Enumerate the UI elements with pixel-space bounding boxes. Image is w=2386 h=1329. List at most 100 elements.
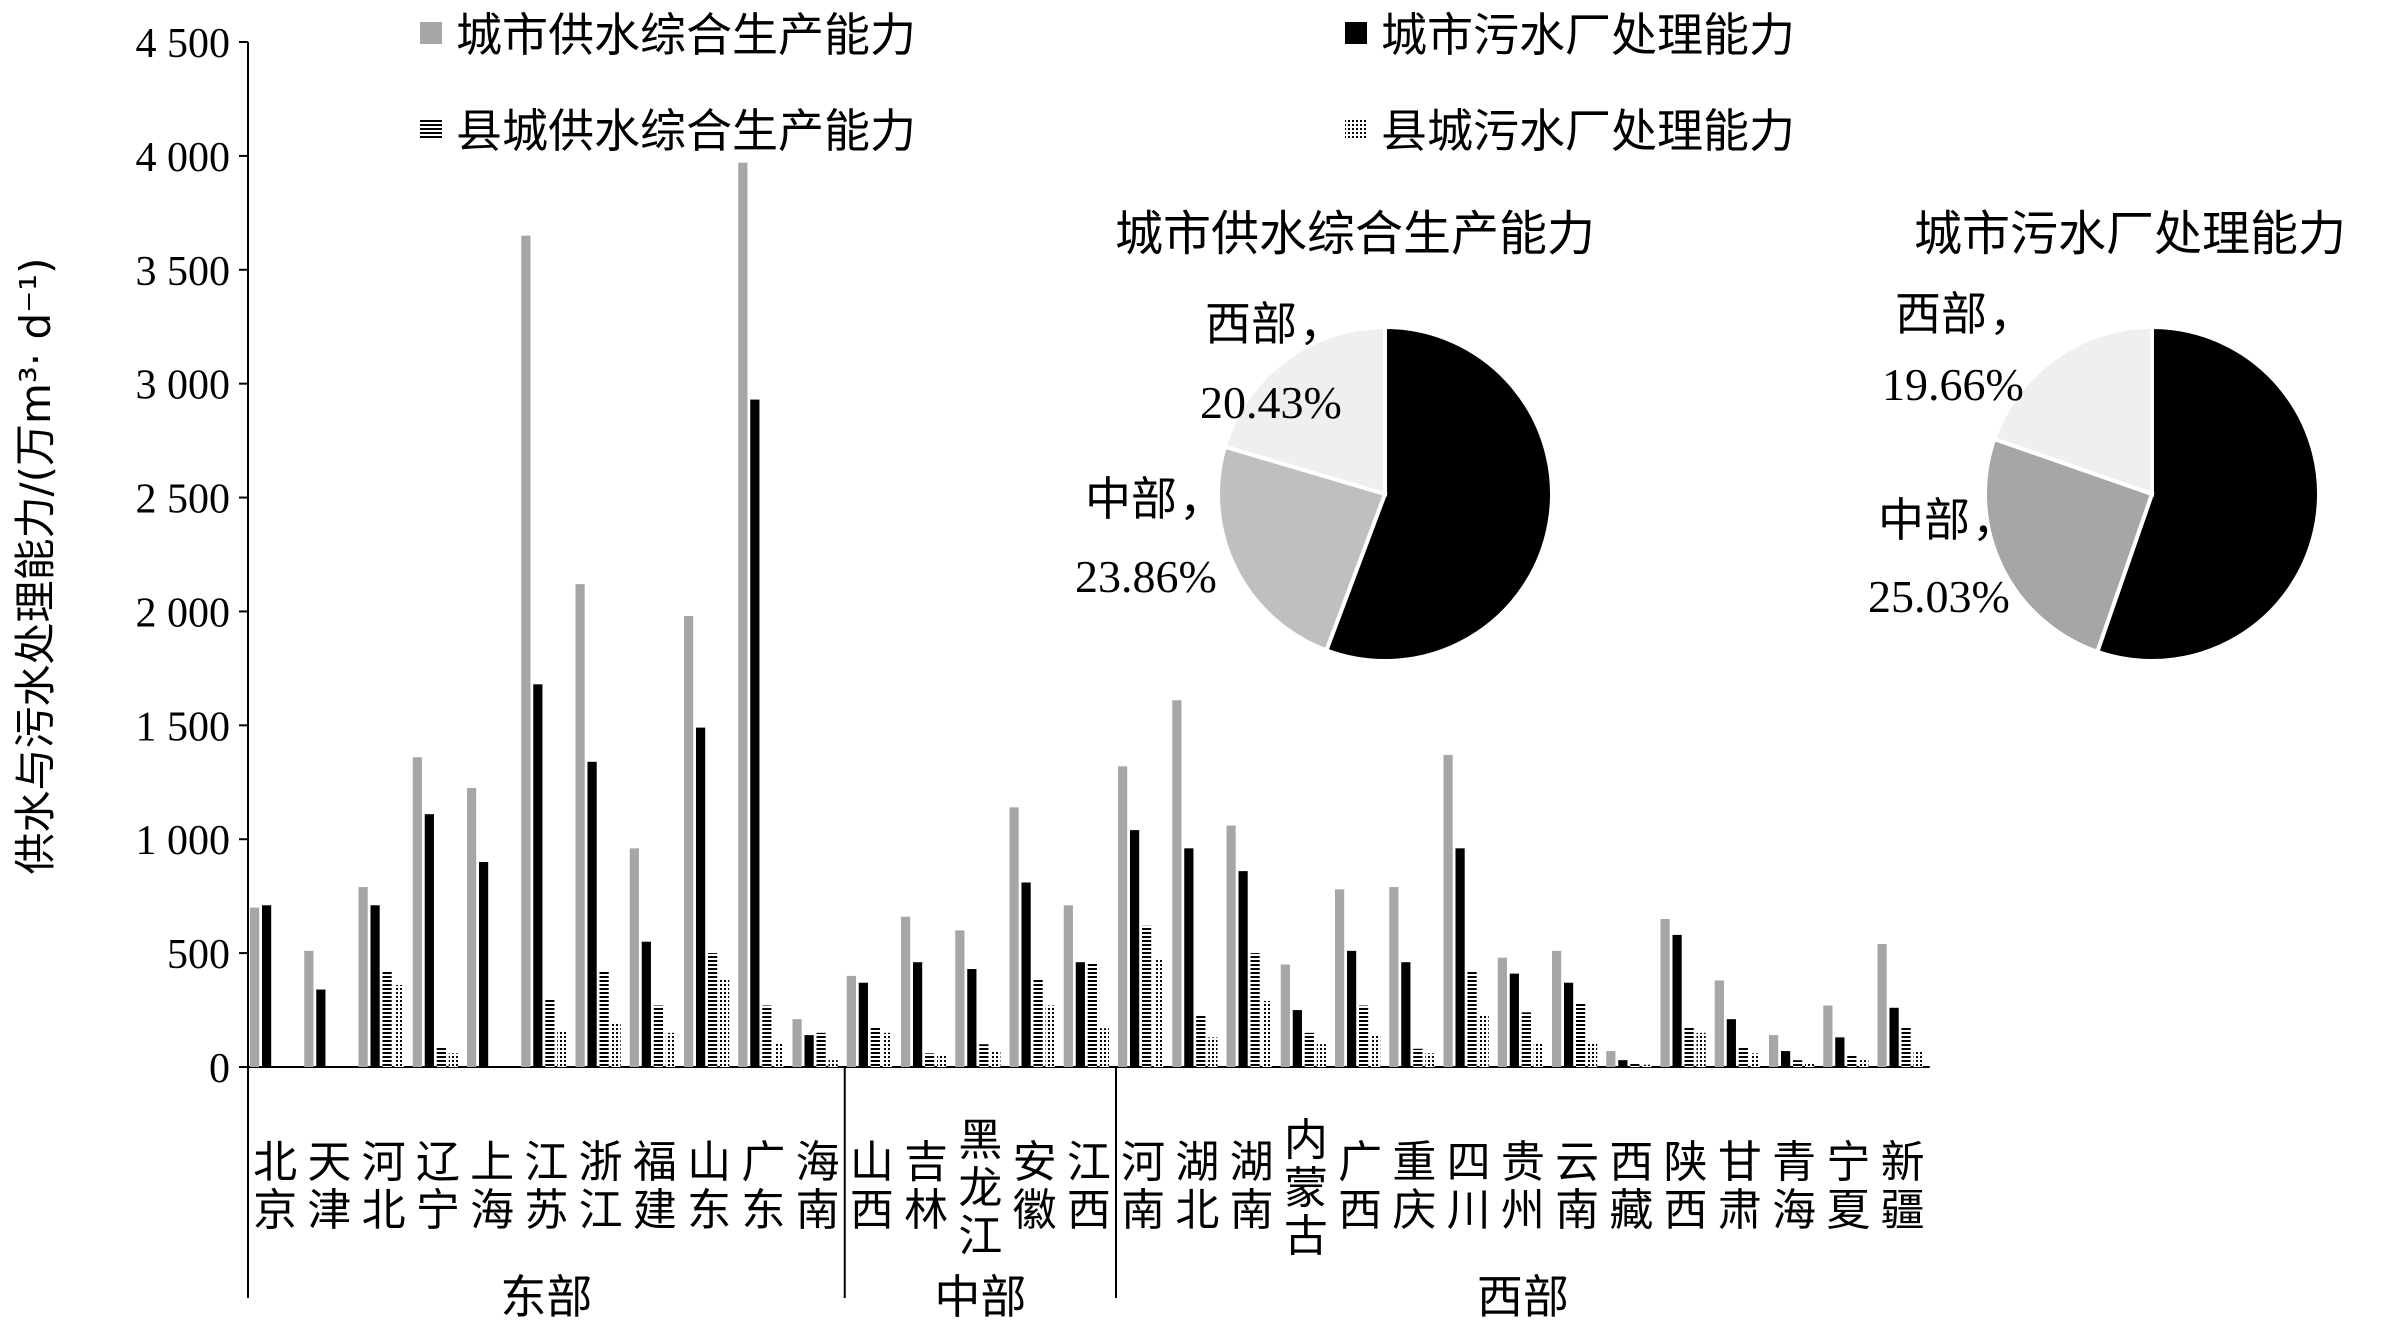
bar (1262, 1000, 1272, 1067)
pie-slice-comma: ， (1989, 287, 2035, 341)
bar (1087, 962, 1097, 1067)
bar (1913, 1051, 1923, 1067)
legend-label: 县城供水综合生产能力 (456, 104, 916, 158)
bar (792, 1019, 802, 1067)
bar (1793, 1060, 1803, 1067)
bar (1443, 754, 1453, 1067)
bar (1738, 1046, 1748, 1067)
group-label: 东部 (500, 1270, 592, 1324)
group-label: 中部 (934, 1270, 1026, 1324)
bar (1533, 1041, 1543, 1067)
pie-slice-comma: ， (2249, 425, 2295, 479)
bar (1877, 944, 1887, 1067)
pie-slice-value: 19.66% (1882, 359, 2024, 410)
bar (1238, 871, 1248, 1067)
pie-slice-comma: ， (1972, 493, 2018, 547)
x-category-label: 重庆 (1392, 1137, 1436, 1236)
bar (913, 962, 923, 1067)
x-category-label: 海南 (796, 1137, 840, 1236)
bar (991, 1051, 1001, 1067)
pie-slice-value: 55.71% (1381, 504, 1523, 555)
legend-label: 县城污水厂处理能力 (1381, 104, 1795, 158)
bar (370, 905, 380, 1067)
x-category-label: 陕西 (1664, 1137, 1708, 1236)
pie-slice-value: 55.31% (2150, 504, 2292, 555)
bar (1835, 1037, 1845, 1067)
bar (1304, 1032, 1314, 1067)
bar (575, 584, 585, 1067)
y-tick-label: 1 000 (136, 818, 231, 864)
bar (1196, 1014, 1206, 1067)
pie-title: 城市污水厂处理能力 (1914, 206, 2346, 262)
bar (521, 235, 531, 1068)
bar (1184, 848, 1194, 1067)
bar (882, 1032, 892, 1067)
x-category-label: 吉林 (904, 1137, 948, 1236)
x-category-label: 安徽 (1013, 1137, 1057, 1236)
y-tick-label: 4 000 (136, 135, 231, 181)
x-category-label: 辽宁 (416, 1137, 460, 1236)
x-category-label: 山东 (687, 1137, 731, 1236)
bar (1142, 925, 1152, 1067)
bar (1552, 950, 1562, 1067)
bar (774, 1041, 784, 1067)
bar (587, 761, 597, 1067)
bar (394, 985, 404, 1067)
group-label: 西部 (1477, 1270, 1569, 1324)
bar (467, 787, 477, 1067)
legend-swatch (1345, 22, 1367, 44)
bar (1576, 1003, 1586, 1067)
bar (1455, 848, 1465, 1067)
bar (955, 930, 965, 1067)
bar (750, 399, 760, 1068)
bar (1154, 959, 1164, 1067)
y-tick-label: 3 500 (136, 249, 231, 295)
x-category-label: 新疆 (1881, 1137, 1925, 1236)
bar (1099, 1028, 1109, 1067)
bar (1413, 1048, 1423, 1067)
bar (1009, 807, 1019, 1067)
bar (708, 953, 718, 1067)
x-category-label: 青海 (1772, 1137, 1816, 1236)
bar (858, 982, 868, 1067)
bar (1075, 962, 1085, 1067)
bar (979, 1044, 989, 1067)
bar (1280, 964, 1290, 1067)
bar (1618, 1060, 1628, 1067)
bar (316, 989, 326, 1067)
x-category-label: 河南 (1121, 1137, 1165, 1236)
bar (304, 950, 314, 1067)
y-tick-label: 1 500 (136, 704, 231, 750)
legend-swatch (1345, 118, 1367, 140)
bar (1021, 882, 1031, 1067)
bar (1292, 1010, 1302, 1067)
bar (1335, 889, 1345, 1067)
bar (1564, 982, 1574, 1067)
bar (533, 684, 543, 1067)
pie-slice (1991, 324, 2154, 497)
bar (250, 907, 260, 1067)
bar (1714, 980, 1724, 1067)
pie-slice-value: 20.43% (1200, 377, 1342, 428)
bar (557, 1030, 567, 1067)
bar (1660, 918, 1670, 1067)
x-category-label: 四川 (1447, 1137, 1491, 1236)
y-tick-label: 2 500 (136, 477, 231, 523)
bar (1172, 700, 1182, 1067)
bar (684, 616, 694, 1067)
bar (1033, 978, 1043, 1067)
x-category-label: 北京 (253, 1137, 297, 1236)
bar (1781, 1051, 1791, 1067)
bar (1672, 934, 1682, 1067)
bar (1509, 973, 1519, 1067)
bar (1630, 1062, 1640, 1067)
bar (641, 941, 651, 1067)
bar (382, 971, 392, 1067)
bar (1823, 1005, 1833, 1067)
y-tick-label: 500 (167, 932, 230, 978)
bar (816, 1032, 826, 1067)
bar (1479, 1014, 1489, 1067)
pie-slice-name: 中部 (1878, 493, 1970, 547)
bar (696, 727, 706, 1067)
